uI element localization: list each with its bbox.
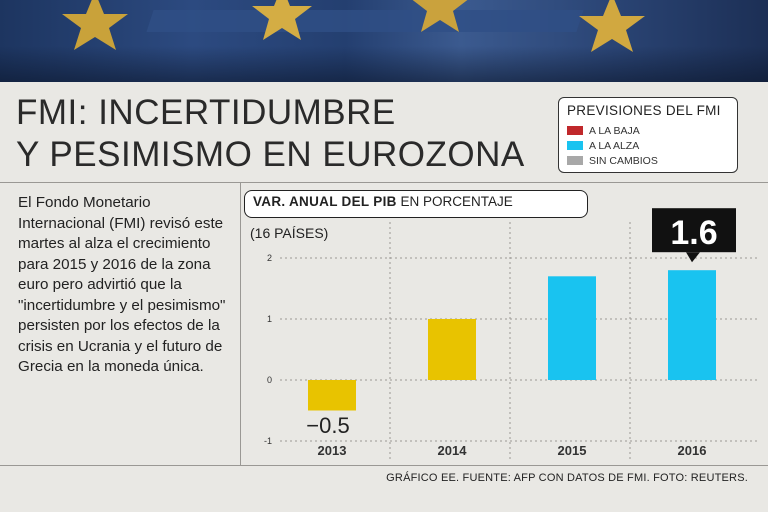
y-tick-label--1: -1 xyxy=(264,436,272,446)
chart-unit-label: (16 PAÍSES) xyxy=(250,225,329,241)
bar-2015 xyxy=(548,276,596,380)
data-label-2013: −0.5 xyxy=(306,413,349,438)
x-tick-label-2016: 2016 xyxy=(678,443,707,458)
callout-box-2016 xyxy=(652,208,736,253)
legend-item-sin-cambios: SIN CAMBIOS xyxy=(567,153,729,168)
article-text: El Fondo Monetario Internacional (FMI) r… xyxy=(18,194,226,375)
y-tick-label-1: 1 xyxy=(267,314,272,324)
legend-swatch-sin-cambios xyxy=(567,156,583,165)
bar-2016 xyxy=(668,270,716,380)
header-photo xyxy=(0,0,768,82)
x-tick-label-2014: 2014 xyxy=(438,443,468,458)
legend-label-sin-cambios: SIN CAMBIOS xyxy=(589,154,658,167)
legend-label-baja: A LA BAJA xyxy=(589,124,640,137)
legend-title: PREVISIONES DEL FMI xyxy=(567,103,721,118)
legend-swatch-baja xyxy=(567,126,583,135)
data-label-2016: 1.6 xyxy=(670,214,717,252)
chart-subtitle: VAR. ANUAL DEL PIB EN PORCENTAJE xyxy=(244,190,588,218)
legend-item-alza: A LA ALZA xyxy=(567,138,729,153)
source-footer: GRÁFICO EE. FUENTE: AFP CON DATOS DE FMI… xyxy=(386,472,748,484)
legend-swatch-alza xyxy=(567,141,583,150)
photo-shadow xyxy=(0,46,768,82)
callout-pointer-2016 xyxy=(686,252,700,263)
title-line-1: FMI: INCERTIDUMBRE xyxy=(16,93,396,132)
page-title: FMI: INCERTIDUMBRE Y PESIMISMO EN EUROZO… xyxy=(16,92,525,176)
divider-top xyxy=(0,182,768,183)
legend-box: PREVISIONES DEL FMI A LA BAJA A LA ALZA … xyxy=(558,97,738,173)
bar-2014 xyxy=(428,319,476,380)
euro-stars-image xyxy=(62,0,645,52)
y-tick-label-0: 0 xyxy=(267,375,272,385)
legend-label-alza: A LA ALZA xyxy=(589,139,640,152)
divider-bottom xyxy=(0,465,768,466)
title-line-2: Y PESIMISMO EN EUROZONA xyxy=(16,135,525,174)
x-tick-label-2013: 2013 xyxy=(318,443,347,458)
divider-vertical xyxy=(240,183,241,465)
legend-item-baja: A LA BAJA xyxy=(567,123,729,138)
chart-subtitle-bold: VAR. ANUAL DEL PIB xyxy=(253,194,397,209)
bar-2013 xyxy=(308,380,356,411)
x-tick-label-2015: 2015 xyxy=(558,443,587,458)
chart-subtitle-rest: EN PORCENTAJE xyxy=(400,194,513,209)
y-tick-label-2: 2 xyxy=(267,253,272,263)
